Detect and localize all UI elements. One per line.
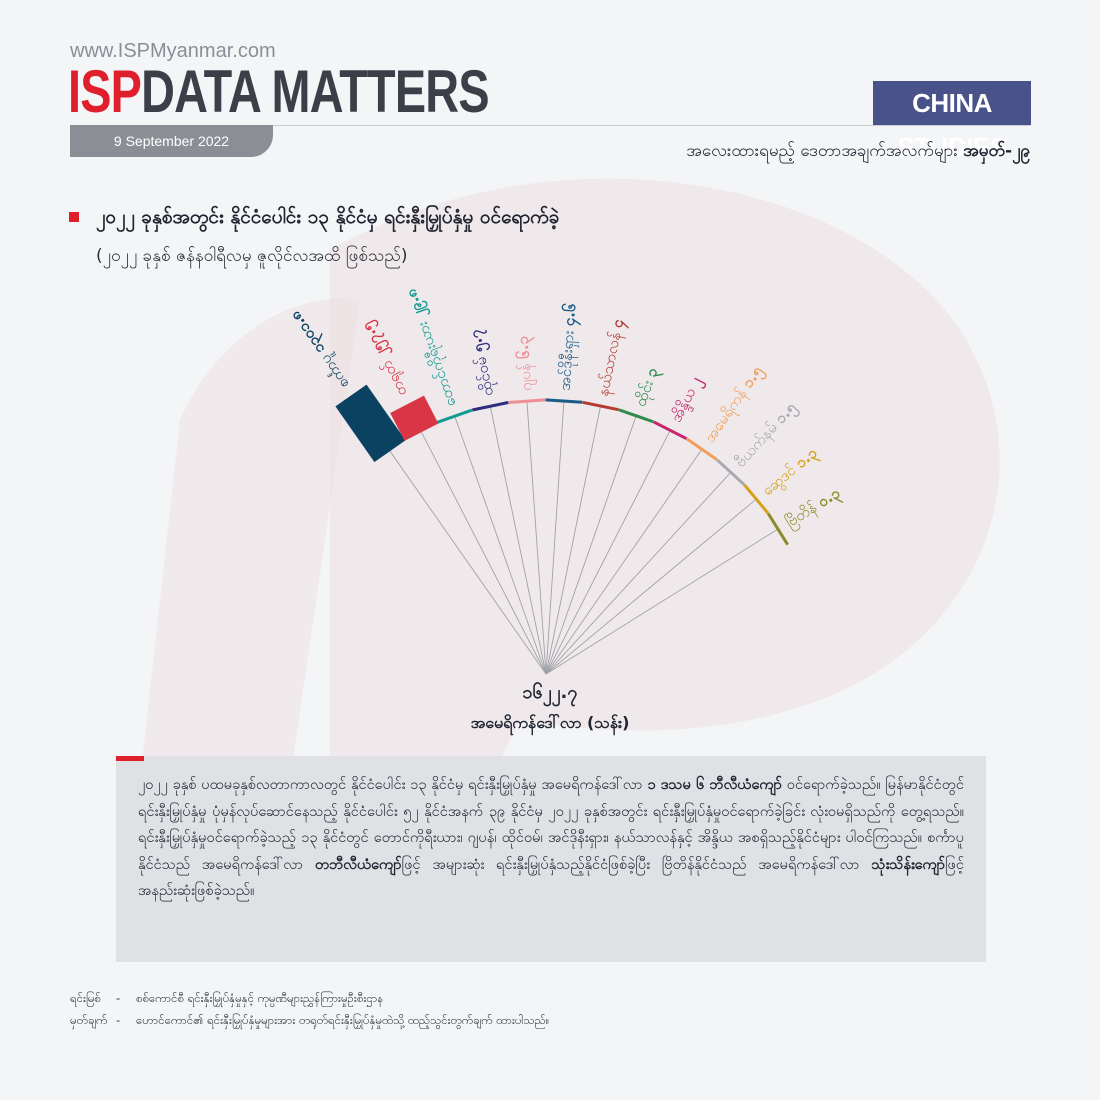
bar bbox=[685, 437, 718, 461]
bar bbox=[545, 398, 583, 404]
country-value: ၁၃၀၁.၈ bbox=[285, 306, 331, 358]
country-label: ဆွေဒင် ၁.၃ bbox=[758, 443, 823, 502]
footnotes: ရင်းမြစ် - စစ်ကောင်စီ ရင်းနှီးမြှုပ်နှံမှု… bbox=[70, 987, 549, 1031]
site-url[interactable]: www.ISPMyanmar.com bbox=[70, 40, 276, 62]
spoke-line bbox=[545, 450, 702, 675]
bar bbox=[766, 512, 789, 546]
country-label: ထိုင်း ၃ bbox=[631, 365, 665, 410]
series-label: အလေးထားရမည့် ဒေတာအချက်အလက်များ အမှတ်-၂၉ bbox=[686, 140, 1030, 165]
header-rule bbox=[70, 125, 1030, 126]
spoke-line bbox=[545, 402, 565, 675]
publish-date: 9 September 2022 bbox=[113, 133, 230, 149]
series-number: အမှတ်-၂၉ bbox=[963, 141, 1030, 161]
bar bbox=[471, 401, 509, 412]
footnote-text: ဟောင်ကောင်၏ ရင်းနှီးမြှုပ်နှံမှုများအား … bbox=[136, 1013, 550, 1027]
country-label: ဂျပန် ၆.၃ bbox=[512, 335, 539, 392]
bar bbox=[716, 458, 746, 486]
country-label: စင်္ကာပူ ၁၃၀၁.၈ bbox=[285, 306, 355, 393]
spoke-line bbox=[490, 407, 547, 675]
country-label: ဗြိတိန် ၀.၃ bbox=[782, 483, 846, 534]
country-label: အိန္ဒိယ ၂ bbox=[666, 373, 708, 427]
country-name: ဂျပန် bbox=[514, 358, 537, 391]
bar bbox=[335, 384, 406, 463]
country-value: ၄.၆ bbox=[558, 302, 582, 327]
spoke-line bbox=[545, 417, 637, 675]
country-name: ဗီယက်နမ် bbox=[731, 415, 786, 473]
spoke-line bbox=[545, 473, 731, 675]
country-label: အင်ဒိုနီးရှား ၄.၆ bbox=[554, 302, 583, 391]
bar bbox=[436, 408, 473, 424]
note-text: ၂၀၂၂ ခုနှစ် ပထမခုနှစ်လတာကာလတွင် နိုင်ငံပ… bbox=[138, 776, 648, 793]
spoke-line bbox=[454, 417, 547, 675]
unit-label: အမေရိကန်ဒေါ်လာ (သန်း) bbox=[470, 713, 630, 732]
country-label: နယ်သာလန် ၄ bbox=[593, 317, 630, 398]
note-text: ဖြင့် အနည်းဆုံးဖြစ်ခဲ့သည်။ bbox=[138, 855, 964, 900]
bar bbox=[618, 408, 655, 424]
summary-note: ၂၀၂၂ ခုနှစ် ပထမခုနှစ်လတာကာလတွင် နိုင်ငံပ… bbox=[116, 756, 986, 962]
footnote-source: ရင်းမြစ် - စစ်ကောင်စီ ရင်းနှီးမြှုပ်နှံမှု… bbox=[70, 987, 549, 1009]
country-label: ထိုင်ဝမ် ၅.၇ bbox=[465, 327, 500, 398]
note-emphasis: တဘီလီယံကျော် bbox=[315, 855, 402, 873]
country-label: တောင်ကိုရီးယား ၂၉.၈ bbox=[401, 285, 463, 409]
country-value: ၂၉.၈ bbox=[401, 285, 432, 321]
country-name: နယ်သာလန် bbox=[593, 326, 627, 398]
total-value: ၁၆၂၂.၇ bbox=[522, 682, 578, 703]
footnote-key: ရင်းမြစ် bbox=[70, 991, 101, 1005]
note-marker bbox=[116, 756, 144, 761]
chart-title: ၂၀၂၂ ခုနှစ်အတွင်း နိုင်ငံပေါင်း ၁၃ နိုင်… bbox=[96, 206, 560, 228]
series-label-prefix: အလေးထားရမည့် ဒေတာအချက်အလက်များ bbox=[686, 141, 964, 161]
bar bbox=[653, 420, 688, 441]
logo-isp: ISP bbox=[68, 58, 142, 125]
footnote-text: စစ်ကောင်စီ ရင်းနှီးမြှုပ်နှံမှုနှင့် ကုမ… bbox=[136, 991, 384, 1005]
country-name: အမေရိကန် bbox=[700, 381, 755, 447]
spoke-line bbox=[545, 499, 756, 675]
country-value: ၅.၇ bbox=[465, 327, 491, 354]
note-text: ဖြင့် အများဆုံး ရင်းနှီးမြှုပ်နှံသည့်နို… bbox=[401, 855, 872, 873]
bar bbox=[582, 400, 619, 412]
spoke-line bbox=[545, 431, 670, 675]
date-bar: 9 September 2022 bbox=[70, 125, 273, 157]
note-emphasis: ၁ ဒသမ ၆ ဘီလီယံကျော် bbox=[647, 776, 782, 793]
logo-data-matters: DATA MATTERS bbox=[141, 58, 489, 125]
spoke-line bbox=[545, 529, 777, 675]
chart-subtitle: (၂၀၂၂ ခုနှစ် ဇန်နဝါရီလမှ ဇူလိုင်လအထိ ဖြစ… bbox=[96, 246, 408, 266]
country-value: ၆.၃ bbox=[512, 335, 537, 360]
spoke-line bbox=[545, 407, 601, 675]
isp-data-matters-logo: ISPDATA MATTERS bbox=[68, 62, 490, 122]
country-value: ၂၅၇.၅ bbox=[357, 317, 394, 362]
note-text: ဝင်ရောက်ခဲ့သည်။ မြန်မာနိုင်ငံတွင် ရင်းနှ… bbox=[138, 776, 964, 873]
bar bbox=[743, 484, 770, 515]
footnote-remark: မှတ်ချက် - ဟောင်ကောင်၏ ရင်းနှီးမြှုပ်နှံမှ… bbox=[70, 1009, 549, 1031]
footnote-key: မှတ်ချက် bbox=[70, 1013, 108, 1027]
spoke-line bbox=[389, 450, 547, 675]
country-name: ထိုင်ဝမ် bbox=[470, 350, 500, 398]
spoke-line bbox=[526, 402, 547, 675]
country-name: အင်ဒိုနီးရှား bbox=[555, 325, 580, 391]
china-studies-badge: CHINA STUDIES bbox=[873, 81, 1031, 162]
title-marker bbox=[69, 212, 79, 222]
spoke-line bbox=[421, 431, 547, 675]
bar bbox=[390, 395, 439, 441]
country-name: တောင်ကိုရီးယား bbox=[411, 314, 462, 409]
bar bbox=[508, 398, 546, 404]
note-emphasis: သုံးသိန်းကျော် bbox=[871, 855, 946, 873]
